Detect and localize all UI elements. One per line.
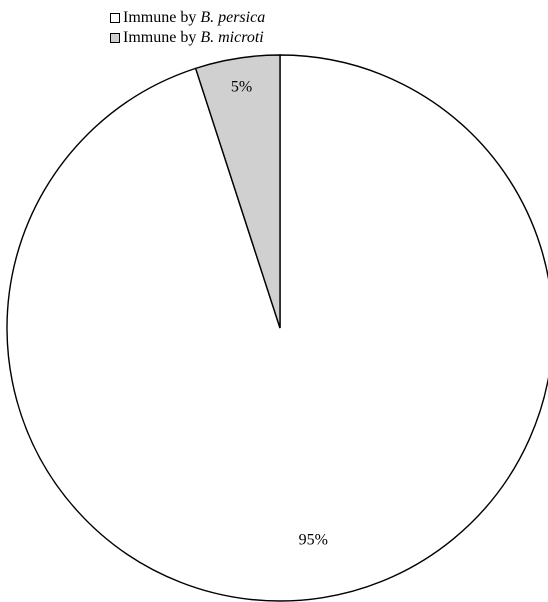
- slice-label-microti: 5%: [231, 78, 252, 95]
- legend-swatch-microti: [110, 33, 120, 43]
- chart-legend: Immune by B. persica Immune by B. microt…: [110, 8, 265, 48]
- legend-item-persica: Immune by B. persica: [110, 8, 265, 28]
- slice-label-persica: 95%: [299, 531, 328, 548]
- legend-label-persica: Immune by B. persica: [123, 9, 266, 26]
- legend-label-microti: Immune by B. microti: [123, 29, 264, 46]
- slice-persica: [6, 54, 548, 602]
- legend-swatch-persica: [110, 13, 120, 23]
- slice-microti: [194, 54, 281, 329]
- legend-item-microti: Immune by B. microti: [110, 28, 265, 48]
